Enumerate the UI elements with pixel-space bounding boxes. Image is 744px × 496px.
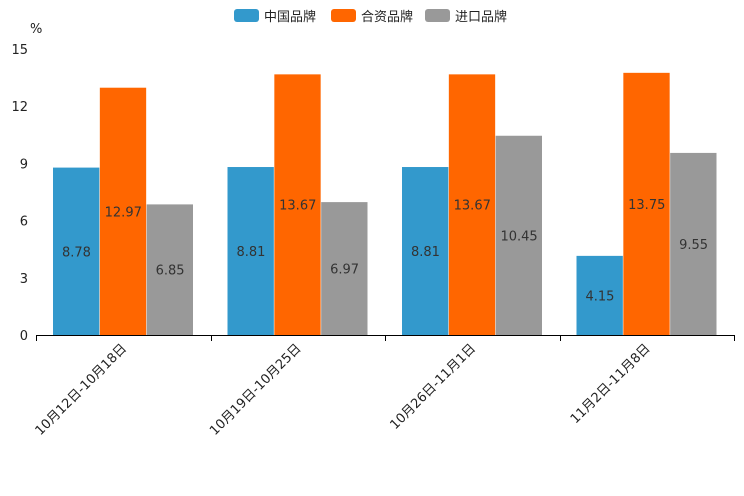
- data-label: 8.81: [411, 245, 440, 260]
- data-label: 12.97: [105, 205, 142, 220]
- data-label: 4.15: [585, 289, 614, 304]
- x-tick-label: 10月12日-10月18日: [33, 341, 130, 438]
- legend-label: 进口品牌: [455, 9, 507, 25]
- bar: [670, 152, 717, 335]
- bar: [321, 202, 368, 335]
- bar: [448, 74, 496, 335]
- y-tick-label: 3: [20, 272, 28, 287]
- x-axis: 10月12日-10月18日 10月19日-10月25日 10月26日-11月1日 11…: [33, 335, 735, 439]
- bar: [495, 135, 542, 335]
- data-label: 6.97: [330, 263, 359, 278]
- bar: [146, 204, 193, 335]
- y-tick-label: 6: [20, 215, 28, 230]
- bar: [227, 167, 274, 335]
- legend-label: 合资品牌: [361, 9, 413, 25]
- y-axis-label: %: [30, 22, 42, 37]
- bar: [623, 72, 670, 335]
- data-label: 6.85: [156, 264, 185, 279]
- data-label: 8.78: [62, 245, 91, 260]
- data-label: 13.75: [628, 198, 665, 213]
- legend-label: 中国品牌: [264, 9, 316, 25]
- data-label: 13.67: [454, 199, 491, 214]
- y-tick-label: 15: [11, 43, 28, 58]
- x-tick-label: 10月19日-10月25日: [207, 341, 304, 438]
- y-tick-label: 9: [20, 157, 28, 172]
- bar: [99, 87, 147, 336]
- data-label: 9.55: [679, 238, 708, 253]
- y-tick-label: 0: [20, 329, 28, 344]
- legend-swatch: [234, 9, 259, 22]
- data-label: 13.67: [279, 199, 316, 214]
- legend-swatch: [425, 9, 450, 22]
- bar: [274, 74, 321, 335]
- legend-swatch: [331, 9, 356, 22]
- bars: 8.78 12.97 6.85 8.81 13.67 6.97 8.81 13.67 10.45…: [53, 72, 717, 336]
- legend: 中国品牌 合资品牌 进口品牌: [234, 9, 507, 25]
- x-tick-label: 10月26日-11月1日: [387, 341, 479, 433]
- bar: [402, 167, 449, 335]
- y-tick-label: 12: [11, 100, 28, 115]
- data-label: 10.45: [500, 229, 537, 244]
- y-axis: 0 3 6 9 12 15: [11, 43, 28, 344]
- bar: [576, 255, 623, 335]
- x-tick-label: 11月2日-11月8日: [568, 341, 654, 427]
- data-label: 8.81: [236, 245, 265, 260]
- bar: [53, 167, 100, 335]
